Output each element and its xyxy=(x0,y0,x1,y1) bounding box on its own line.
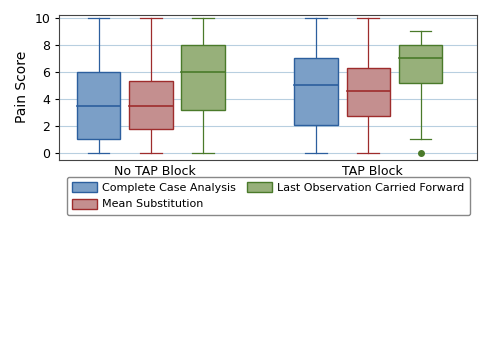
Legend: Complete Case Analysis, Mean Substitution, Last Observation Carried Forward: Complete Case Analysis, Mean Substitutio… xyxy=(66,177,470,215)
Bar xyxy=(399,45,442,83)
Bar xyxy=(77,72,120,140)
Bar xyxy=(346,68,390,116)
Bar xyxy=(129,81,172,129)
Bar xyxy=(182,45,225,110)
Y-axis label: Pain Score: Pain Score xyxy=(15,51,29,124)
Bar xyxy=(294,58,338,125)
